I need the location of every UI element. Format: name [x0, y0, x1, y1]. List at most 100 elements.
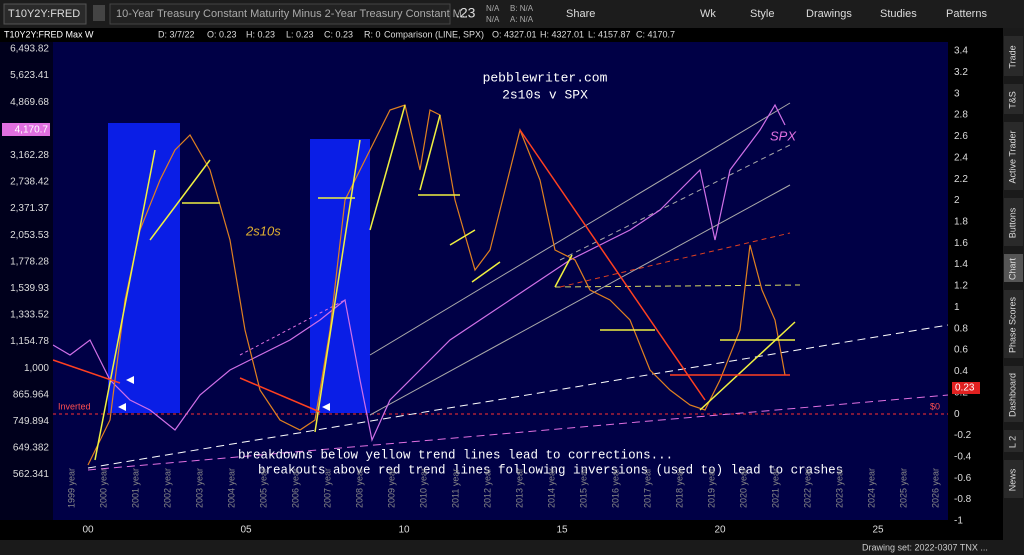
na: N/A [486, 4, 500, 13]
share-button[interactable]: Share [566, 8, 595, 20]
na: N/A [486, 15, 500, 24]
right-tick-label: 2.8 [954, 110, 968, 121]
support-line [87, 324, 949, 469]
sidebar-tab[interactable] [1004, 36, 1023, 76]
sidebar-tab[interactable] [1004, 122, 1023, 190]
x-tick-label: 05 [240, 525, 252, 536]
year-label: 2021 year [770, 468, 780, 508]
left-tick-label: 865.964 [13, 389, 50, 400]
right-tick-label: 0.4 [954, 366, 968, 377]
right-axis [948, 42, 1003, 540]
current-badge [952, 382, 980, 394]
symbol[interactable]: T10Y2Y:FRED [8, 8, 80, 20]
sidebar-tab-label[interactable]: Chart [1007, 258, 1017, 281]
right-tick-label: 3.4 [954, 46, 968, 57]
right-tick-label: 0 [954, 409, 960, 420]
year-label: 2012 year [482, 468, 492, 508]
right-tick-label: 2 [954, 195, 960, 206]
patterns-button[interactable]: Patterns [946, 8, 987, 20]
right-tick-label: 1 [954, 302, 960, 313]
site: pebblewriter.com [483, 70, 608, 85]
year-label: 2011 year [450, 469, 460, 508]
x-tick-label: 15 [556, 525, 568, 536]
right-tick-label: 2.2 [954, 174, 968, 185]
cmp-low: L: 4157.87 [588, 29, 631, 39]
sidebar-tab[interactable] [1004, 460, 1023, 498]
year-label: 2020 year [738, 468, 748, 508]
x-tick-label: 00 [82, 525, 94, 536]
style-button[interactable]: Style [750, 8, 774, 20]
year-label: 2006 year [290, 468, 300, 508]
year-label: 2015 year [578, 468, 588, 508]
left-tick-label: 749.894 [13, 416, 50, 427]
info-date: D: 3/7/22 [158, 29, 195, 39]
sidebar-tab[interactable] [1004, 198, 1023, 246]
left-tick-label: 1,154.78 [10, 336, 49, 347]
studies-button[interactable]: Studies [880, 8, 917, 20]
year-label: 2008 year [354, 468, 364, 508]
spx-support [87, 394, 949, 471]
sidebar-tab-label[interactable]: Dashboard [1007, 373, 1017, 417]
bid: B: N/A [510, 4, 534, 13]
subtitle: 2s10s v SPX [502, 87, 588, 102]
year-label: 2003 year [194, 468, 204, 508]
dashed-level [554, 284, 801, 288]
year-label: 2022 year [802, 468, 812, 508]
sidebar-tab[interactable] [1004, 366, 1023, 422]
inverted-label: Inverted [58, 401, 91, 411]
red-trend-lines [52, 129, 790, 413]
sidebar-tab-label[interactable]: Buttons [1007, 207, 1017, 238]
year-label: 2004 year [226, 468, 236, 508]
right-tick-label: -0.6 [954, 473, 972, 484]
year-label: 2019 year [706, 468, 716, 508]
right-tick-label: -0.8 [954, 494, 972, 505]
year-label: 2002 year [162, 468, 172, 508]
dashed-red [559, 232, 791, 288]
last-price: .23 [456, 5, 476, 21]
year-label: 2009 year [386, 468, 396, 508]
right-tick-label: 2.6 [954, 131, 968, 142]
left-current: 4,170.7 [15, 125, 49, 136]
right-tick-label: 0.8 [954, 323, 968, 334]
sidebar-tab[interactable] [1004, 254, 1023, 282]
sidebar-tab-label[interactable]: Trade [1007, 45, 1017, 68]
sidebar-tab-label[interactable]: News [1007, 468, 1017, 491]
year-label: 2001 year [130, 468, 140, 508]
sidebar-tab-label[interactable]: Phase Scores [1007, 296, 1017, 353]
right-tick-label: -0.4 [954, 451, 972, 462]
year-label: 1999 year [66, 468, 76, 508]
drawings-button[interactable]: Drawings [806, 8, 852, 20]
year-label: 2025 year [898, 468, 908, 508]
year-label: 2026 year [930, 468, 940, 508]
info-open: O: 0.23 [207, 29, 237, 39]
right-tick-label: 3 [954, 88, 960, 99]
sidebar-tab[interactable] [1004, 84, 1023, 114]
x-tick-label: 20 [714, 525, 726, 536]
year-label: 2007 year [322, 468, 332, 508]
info-range: R: 0 [364, 29, 381, 39]
sidebar-tab-label[interactable]: L 2 [1007, 436, 1017, 448]
sidebar-tab[interactable] [1004, 290, 1023, 358]
left-tick-label: 5,623.41 [10, 70, 49, 81]
left-tick-label: 6,493.82 [10, 44, 49, 55]
right-tick-label: 1.4 [954, 259, 968, 270]
sidebar-tab-label[interactable]: T&S [1007, 91, 1017, 109]
spx-line [52, 103, 786, 442]
year-label: 2016 year [610, 468, 620, 508]
symbol-box[interactable] [3, 3, 87, 25]
link-icon[interactable] [93, 5, 105, 21]
info-low: L: 0.23 [286, 29, 314, 39]
interval-button[interactable]: Wk [700, 8, 716, 20]
info-close: C: 0.23 [324, 29, 353, 39]
left-tick-label: 3,162.28 [10, 150, 49, 161]
inversion-region [310, 139, 370, 413]
left-tick-label: 2,738.42 [10, 177, 49, 188]
sidebar-tab[interactable] [1004, 430, 1023, 452]
info-bar [0, 28, 1003, 42]
x-axis [0, 520, 1003, 540]
right-tick-label: 1.2 [954, 281, 968, 292]
sidebar-tab-label[interactable]: Active Trader [1007, 130, 1017, 183]
left-tick-label: 2,371.37 [10, 203, 49, 214]
desc-box [109, 3, 451, 25]
